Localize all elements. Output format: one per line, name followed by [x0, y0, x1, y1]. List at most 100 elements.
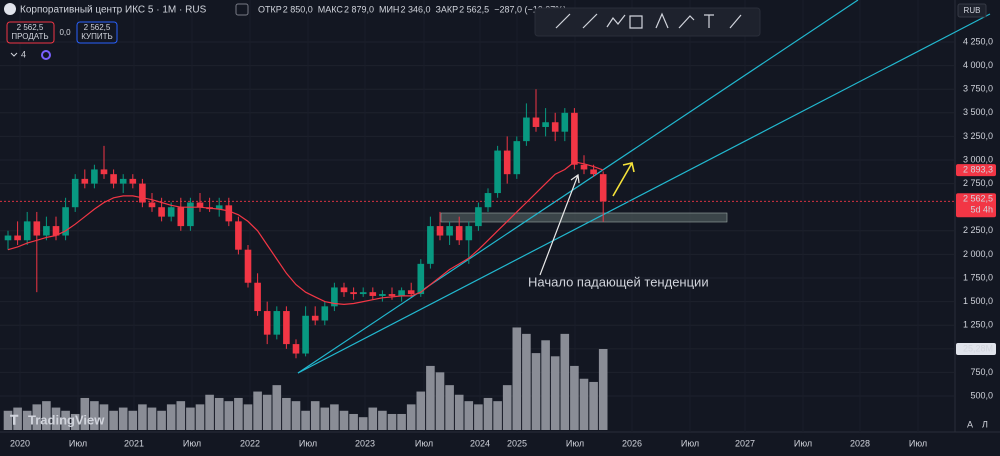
trend-line [297, 0, 859, 374]
sell-price: 2 562,5 [17, 23, 44, 32]
indicators-count: 4 [21, 49, 26, 59]
volume-bar [301, 410, 310, 430]
candle-body [599, 174, 607, 202]
volume-bar [138, 404, 147, 430]
candle-body [62, 207, 69, 236]
x-tick-label: 2023 [355, 438, 375, 448]
sell-button[interactable] [6, 21, 55, 44]
candle-body [590, 169, 597, 175]
price-change: −287,0 (−10,07%) [494, 4, 566, 14]
candle-body [542, 122, 549, 127]
ohlc-label: МИН [379, 4, 399, 14]
candle-body [254, 282, 261, 312]
ohlc-label: ОТКР [258, 4, 282, 14]
toolbar-tool[interactable] [678, 15, 695, 29]
toolbar-tool[interactable] [606, 14, 626, 28]
volume-bar [358, 417, 368, 430]
x-tick-label: Июл [681, 438, 699, 448]
y-tick-label: 3 750,0 [963, 84, 993, 94]
countdown-label: 5d 4h [970, 205, 993, 215]
candle-body [532, 117, 540, 127]
volume-bar [416, 391, 426, 430]
volume-bar [243, 404, 253, 430]
currency-box[interactable] [957, 3, 987, 18]
toolbar-tool[interactable] [555, 13, 571, 29]
toolbar-tool[interactable] [704, 14, 714, 28]
trend-line [297, 13, 991, 374]
y-tick-label: 500,0 [970, 390, 993, 400]
candle-body [465, 226, 473, 241]
volume-bar [234, 397, 243, 430]
candle-body [100, 169, 108, 175]
y-tick-label: 1 250,0 [963, 320, 993, 330]
candle-body [311, 315, 319, 321]
y-tick-label: 4 000,0 [963, 60, 993, 70]
volume-bar [454, 394, 464, 430]
indicator-icon[interactable] [41, 50, 51, 60]
volume-bar [3, 410, 13, 430]
y-tick-label: 3 500,0 [963, 107, 993, 117]
volume-bar [310, 401, 320, 430]
toolbar-tool[interactable] [655, 12, 669, 29]
candle-body [350, 292, 357, 295]
volume-bar [339, 410, 349, 430]
buy-button[interactable] [76, 21, 118, 44]
volume-bar [522, 333, 531, 430]
axis-button[interactable]: Л [982, 419, 988, 429]
candle-body [81, 178, 89, 184]
toolbar-tool[interactable] [629, 15, 643, 29]
candle-body [359, 292, 367, 295]
volume-bar [445, 385, 454, 430]
candle-body [33, 221, 41, 236]
volume-bar [205, 394, 214, 430]
candle-body [14, 235, 21, 241]
candle-body [23, 221, 31, 241]
x-tick-label: 2024 [470, 438, 490, 448]
candle-body [129, 178, 137, 184]
candle-body [177, 207, 185, 227]
volume-bar [166, 404, 176, 430]
volume-bar [224, 401, 234, 430]
candle-body [484, 193, 492, 208]
axis-button[interactable]: A [967, 419, 973, 429]
volume-bar [598, 349, 608, 430]
volume-bar [42, 401, 51, 430]
y-tick-label: 2 750,0 [963, 178, 993, 188]
candle-body [503, 150, 511, 175]
candle-body [148, 202, 156, 208]
toolbar-tool[interactable] [582, 13, 598, 29]
volume-bar [502, 385, 512, 430]
candle-body [561, 112, 569, 132]
y-tick-label: 1 500,0 [963, 296, 993, 306]
ma-tag [956, 164, 996, 177]
volume-bar [378, 410, 387, 430]
volume-bar [512, 327, 522, 430]
candle-body [167, 207, 175, 217]
y-tick-label: 2 000,0 [963, 249, 993, 259]
candle-body [187, 202, 194, 227]
arrow-yellow [612, 162, 635, 197]
candle-body [494, 150, 501, 194]
toolbar-tool[interactable] [729, 14, 742, 29]
candle-body [331, 287, 338, 307]
volume-tag-label: 25,28M [963, 343, 993, 353]
indicators-toggle[interactable] [10, 52, 18, 57]
volume-bar [80, 397, 90, 430]
candle-body [513, 141, 521, 175]
volume-bar [483, 397, 493, 430]
volume-bar [349, 413, 358, 430]
candle-body [417, 263, 425, 295]
logo-mark: 𝐓 [10, 412, 19, 427]
price-tag [956, 193, 996, 218]
volume-bar [195, 404, 205, 430]
currency: RUB [964, 6, 981, 15]
x-tick-label: Июл [415, 438, 433, 448]
candle-body [571, 112, 578, 165]
candle-body [4, 235, 12, 241]
favorite-button[interactable] [235, 3, 249, 16]
x-tick-label: Июл [183, 438, 201, 448]
volume-bar [493, 401, 502, 430]
ohlc-value: 2 562,5 [459, 4, 489, 14]
volume-bar [176, 401, 186, 430]
